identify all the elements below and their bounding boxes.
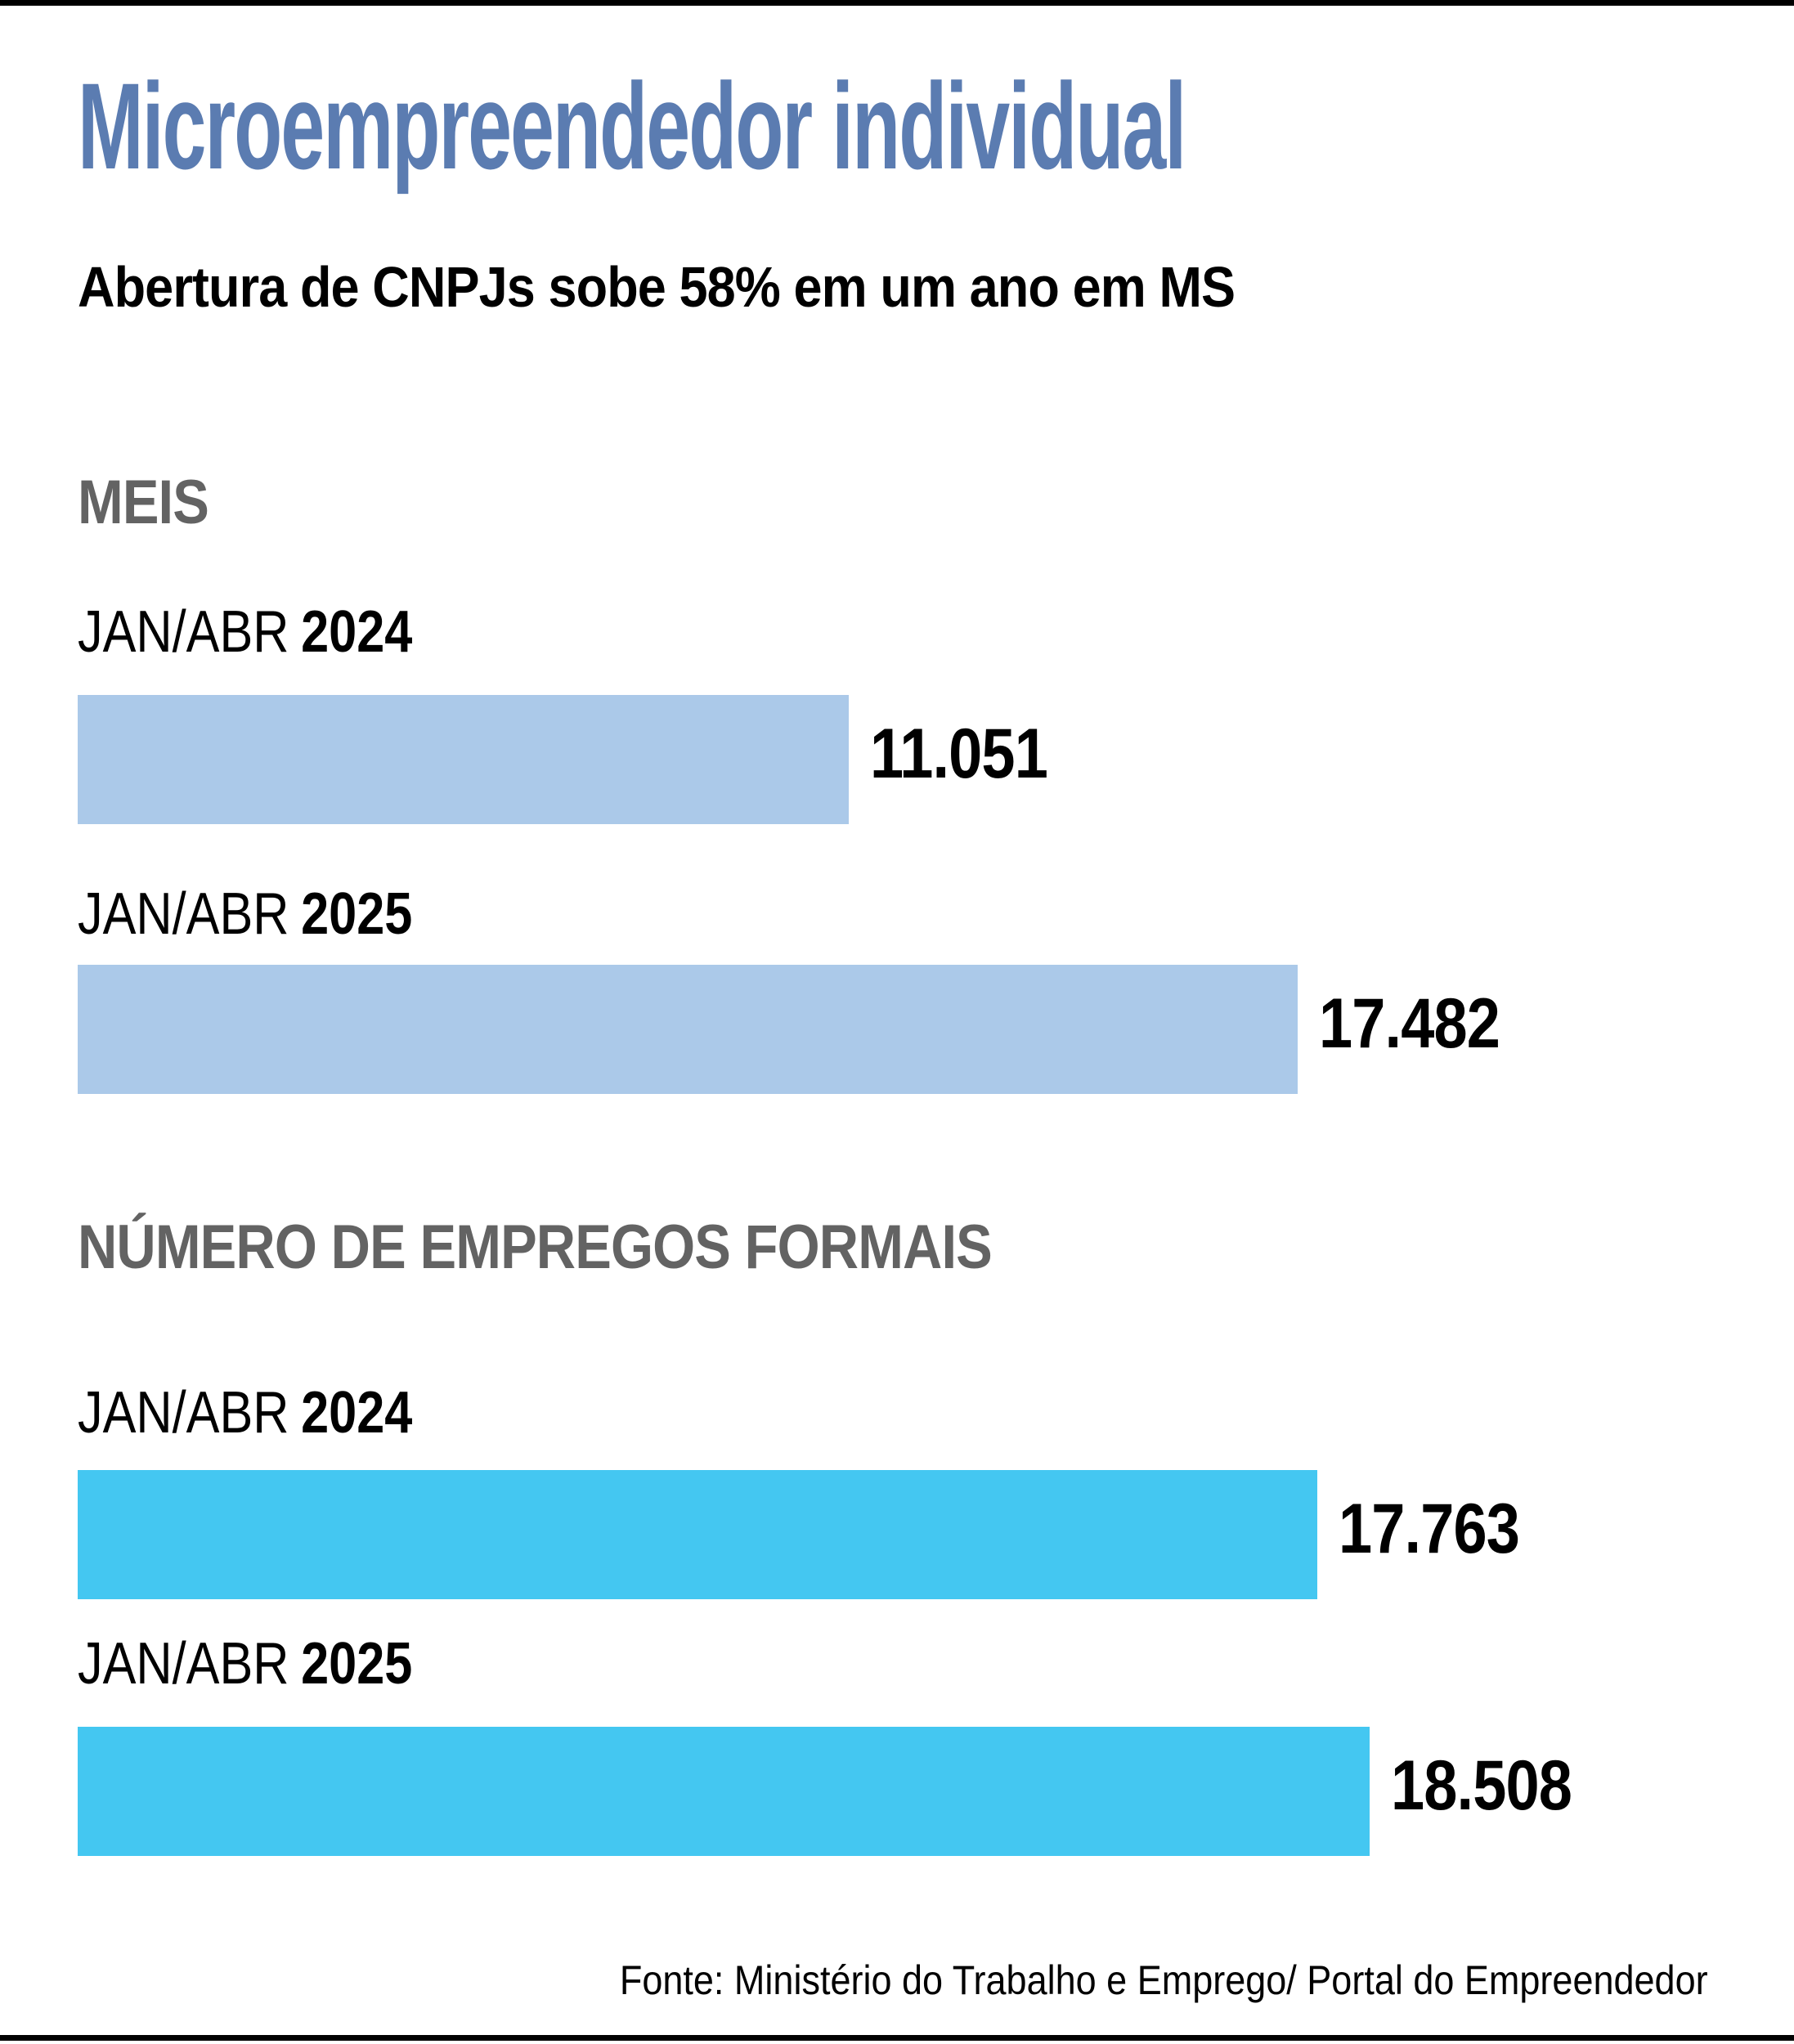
bar-label-meis-2024: JAN/ABR 2024 bbox=[78, 603, 412, 661]
bar-label-period: JAN/ABR bbox=[78, 1380, 289, 1446]
bar-label-empregos-2025: JAN/ABR 2025 bbox=[78, 1634, 412, 1693]
bar-label-meis-2025: JAN/ABR 2025 bbox=[78, 885, 412, 944]
bar-value-meis-2024: 11.051 bbox=[870, 715, 1048, 793]
bar-label-year: 2025 bbox=[301, 1631, 413, 1697]
bar-label-period: JAN/ABR bbox=[78, 599, 289, 665]
bar-empregos-2024 bbox=[78, 1470, 1317, 1599]
bottom-rule bbox=[0, 2035, 1794, 2041]
section-title-meis: MEIS bbox=[78, 468, 209, 537]
bar-empregos-2025 bbox=[78, 1727, 1370, 1856]
top-rule bbox=[0, 0, 1794, 6]
page-subtitle: Abertura de CNPJs sobe 58% em um ano em … bbox=[78, 255, 1236, 319]
bar-meis-2025 bbox=[78, 965, 1298, 1094]
page-title: Microempreendedor individual bbox=[78, 57, 1186, 195]
bar-value-meis-2025: 17.482 bbox=[1319, 984, 1500, 1063]
bar-value-empregos-2025: 18.508 bbox=[1391, 1746, 1572, 1825]
bar-label-year: 2024 bbox=[301, 1380, 413, 1446]
bar-label-year: 2024 bbox=[301, 599, 413, 665]
bar-meis-2024 bbox=[78, 695, 849, 824]
section-title-empregos: NÚMERO DE EMPREGOS FORMAIS bbox=[78, 1213, 993, 1282]
bar-label-period: JAN/ABR bbox=[78, 1631, 289, 1697]
bar-label-empregos-2024: JAN/ABR 2024 bbox=[78, 1383, 412, 1442]
bar-label-period: JAN/ABR bbox=[78, 881, 289, 947]
bar-value-empregos-2024: 17.763 bbox=[1339, 1490, 1520, 1568]
source-credit: Fonte: Ministério do Trabalho e Emprego/… bbox=[620, 1957, 1708, 2003]
bar-label-year: 2025 bbox=[301, 881, 413, 947]
